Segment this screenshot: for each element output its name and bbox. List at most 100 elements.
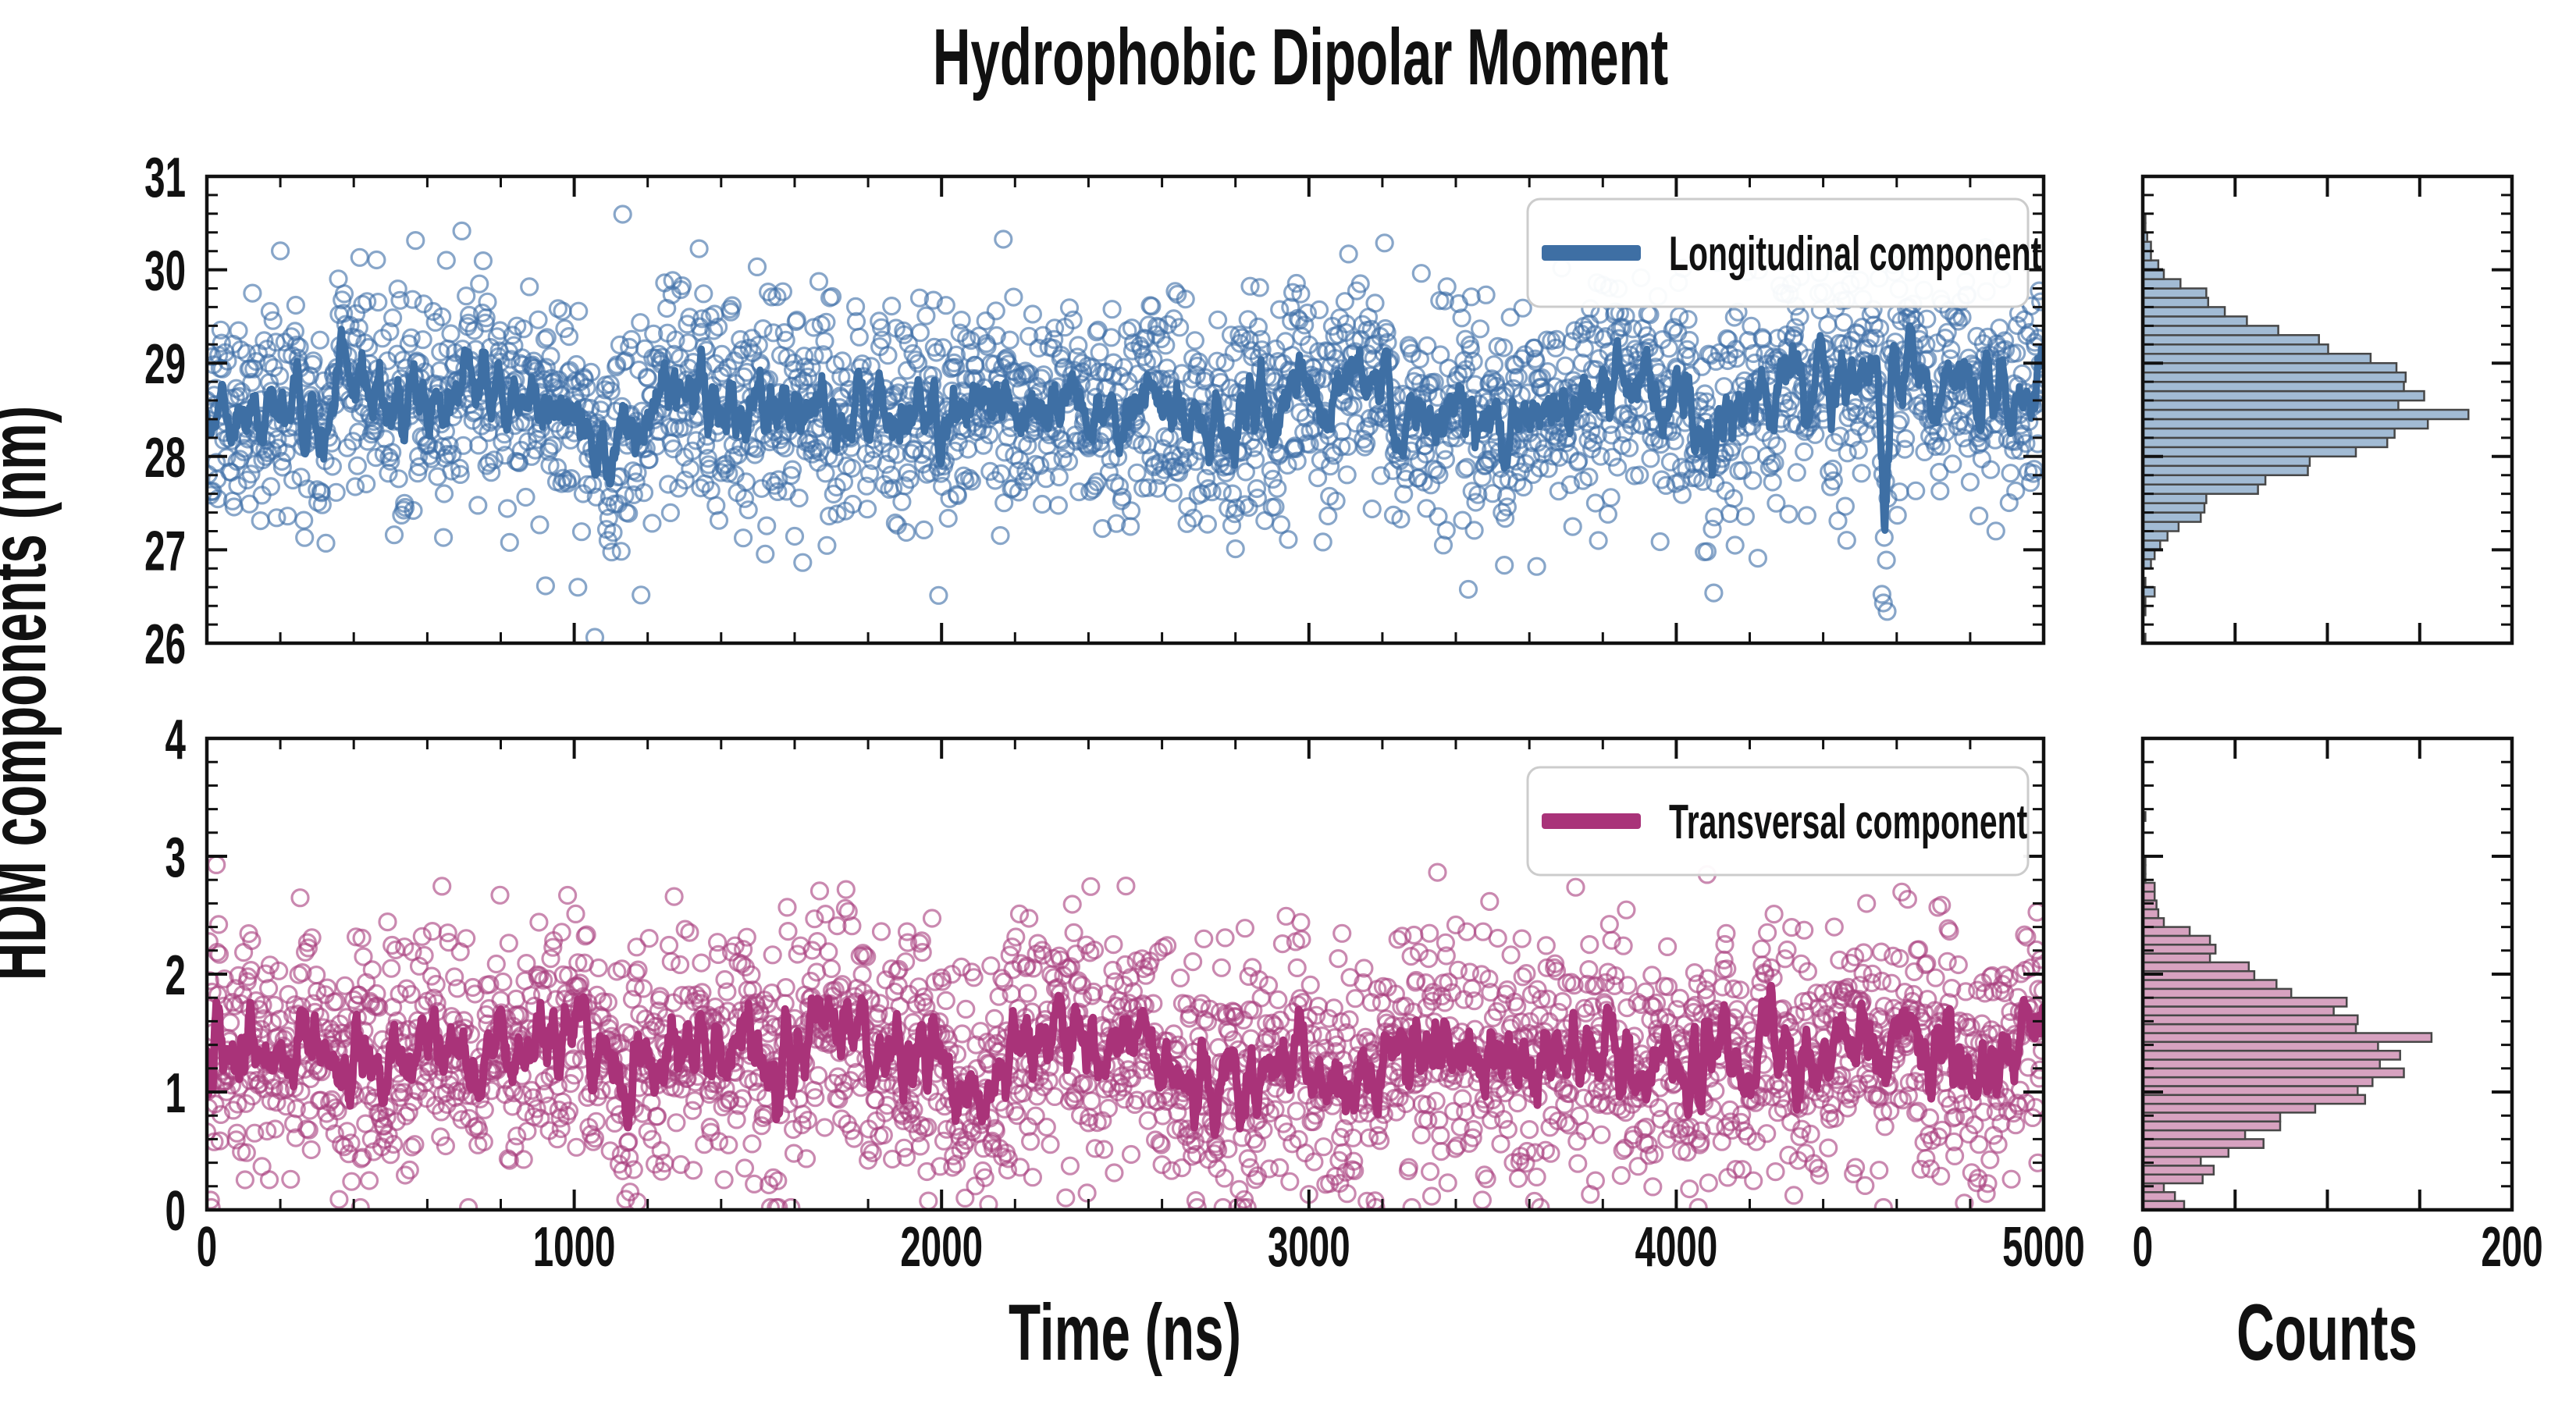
scatter-point	[1421, 1186, 1442, 1206]
scatter-point	[1779, 504, 1799, 524]
hist-bar	[2143, 585, 2156, 598]
scatter-point	[664, 887, 684, 906]
hist-bar	[2143, 502, 2206, 514]
scatter-point	[692, 953, 711, 973]
scatter-point	[1044, 329, 1064, 349]
scatter-point	[1404, 925, 1424, 945]
scatter-point	[659, 935, 679, 955]
scatter-point	[611, 542, 631, 561]
scatter-point	[422, 921, 443, 941]
scatter-point	[1877, 550, 1896, 570]
scatter-point	[457, 929, 476, 948]
scatter-point	[1650, 532, 1670, 552]
scatter-point	[543, 436, 563, 455]
scatter-point	[208, 489, 228, 509]
scatter-point	[432, 307, 452, 326]
scatter-point	[514, 319, 533, 339]
scatter-point	[827, 504, 847, 524]
scatter-point	[878, 346, 898, 365]
scatter-point	[1896, 429, 1916, 449]
scatter-point	[1091, 439, 1111, 458]
scatter-point	[499, 934, 518, 953]
scatter-point	[1643, 1177, 1663, 1197]
scatter-point	[475, 1100, 494, 1119]
scatter-point	[787, 311, 806, 330]
scatter-point	[326, 482, 346, 502]
scatter-point	[1105, 473, 1125, 493]
scatter-point	[774, 323, 794, 343]
scatter-point	[1699, 1173, 1718, 1193]
scatter-point	[286, 295, 305, 315]
scatter-point	[1585, 1171, 1606, 1190]
scatter-point	[987, 325, 1006, 346]
scatter-point	[1824, 917, 1844, 937]
scatter-point	[260, 301, 279, 322]
hist-bar	[2143, 380, 2405, 393]
scatter-point	[646, 348, 666, 368]
scatter-point	[1641, 449, 1660, 468]
scatter-point	[634, 482, 654, 503]
scatter-point	[733, 528, 753, 548]
scatter-point	[535, 329, 555, 349]
scatter-point	[301, 1140, 321, 1160]
scatter-point	[1428, 863, 1447, 882]
scatter-point	[358, 292, 377, 311]
scatter-point	[1787, 463, 1806, 482]
scatter-point	[885, 513, 906, 533]
scatter-point	[845, 297, 866, 316]
scatter-point	[1258, 976, 1279, 995]
scatter-point	[334, 284, 354, 304]
scatter-point	[809, 272, 829, 291]
scatter-point	[1617, 900, 1636, 919]
scatter-point	[1980, 1150, 2000, 1169]
scatter-point	[1536, 936, 1556, 955]
scatter-point	[686, 431, 706, 450]
scatter-point	[468, 496, 488, 515]
scatter-point	[664, 439, 683, 459]
scatter-point	[1004, 287, 1023, 307]
scatter-point	[1245, 450, 1265, 470]
scatter-point	[1059, 452, 1079, 471]
scatter-point	[1048, 496, 1069, 515]
scatter-point	[1649, 1097, 1668, 1118]
scatter-point	[1041, 1135, 1060, 1154]
scatter-point	[1023, 1168, 1043, 1187]
scatter-point	[778, 921, 798, 941]
scatter-point	[1081, 877, 1101, 896]
scatter-point	[936, 991, 955, 1011]
hist-bar	[2143, 306, 2226, 318]
scatter-point	[1566, 877, 1585, 897]
scatter-point	[1857, 894, 1877, 913]
hist-bar	[2143, 250, 2152, 261]
scatter-point	[1705, 507, 1724, 527]
scatter-point	[283, 470, 303, 490]
hist-bar	[2143, 315, 2248, 327]
scatter-point	[329, 1190, 349, 1209]
hist-bar	[2143, 483, 2259, 495]
scatter-point	[557, 473, 578, 493]
scatter-point	[719, 464, 738, 483]
scatter-point	[906, 350, 926, 370]
scatter-point	[1508, 1168, 1528, 1188]
scatter-point	[916, 306, 936, 325]
scatter-point	[767, 287, 787, 307]
scatter-point	[261, 477, 280, 496]
scatter-point	[813, 345, 833, 365]
scatter-point	[714, 1170, 734, 1190]
scatter-point	[1212, 958, 1231, 977]
scatter-point	[290, 337, 309, 357]
scatter-point	[1589, 531, 1608, 550]
scatter-point	[1741, 445, 1760, 465]
hist-bar	[2143, 558, 2152, 570]
scatter-point	[735, 1158, 755, 1178]
scatter-point	[1795, 442, 1814, 462]
scatter-point	[395, 497, 415, 518]
scatter-point	[1758, 923, 1777, 942]
scatter-point	[1036, 469, 1056, 489]
scatter-point	[956, 999, 976, 1019]
scatter-point	[1062, 895, 1082, 914]
scatter-point	[1438, 1173, 1457, 1193]
scatter-point	[561, 468, 581, 489]
scatter-point	[874, 475, 894, 494]
scatter-point	[600, 375, 620, 394]
